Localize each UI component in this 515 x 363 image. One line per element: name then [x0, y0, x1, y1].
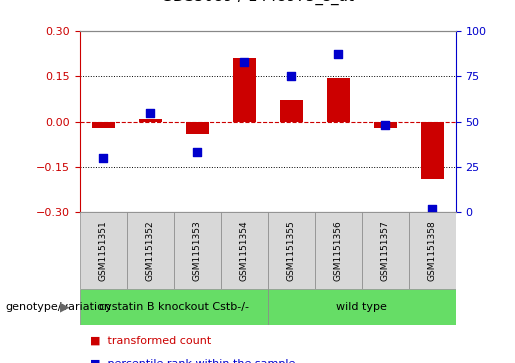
- Point: [193, 150, 201, 155]
- Bar: [373, 122, 397, 128]
- Text: GSM1151353: GSM1151353: [193, 220, 202, 281]
- Text: genotype/variation: genotype/variation: [5, 302, 111, 312]
- Bar: [174, 212, 221, 289]
- Text: GSM1151354: GSM1151354: [240, 220, 249, 281]
- Bar: [233, 58, 256, 122]
- Bar: [268, 289, 456, 325]
- Text: ■  percentile rank within the sample: ■ percentile rank within the sample: [90, 359, 296, 363]
- Text: GSM1151352: GSM1151352: [146, 220, 155, 281]
- Point: [287, 73, 296, 79]
- Bar: [185, 122, 209, 134]
- Text: GSM1151351: GSM1151351: [99, 220, 108, 281]
- Bar: [92, 122, 115, 128]
- Bar: [280, 101, 303, 122]
- Text: GSM1151358: GSM1151358: [428, 220, 437, 281]
- Bar: [327, 78, 350, 122]
- Point: [334, 52, 342, 57]
- Point: [428, 206, 436, 212]
- Bar: [421, 122, 444, 179]
- Text: cystatin B knockout Cstb-/-: cystatin B knockout Cstb-/-: [99, 302, 249, 312]
- Bar: [221, 212, 268, 289]
- Bar: [362, 212, 409, 289]
- Point: [381, 122, 389, 128]
- Point: [240, 59, 248, 65]
- Text: ■  transformed count: ■ transformed count: [90, 336, 211, 346]
- Bar: [127, 212, 174, 289]
- Bar: [139, 119, 162, 122]
- Text: GDS5089 / 1448975_s_at: GDS5089 / 1448975_s_at: [161, 0, 354, 5]
- Point: [99, 155, 108, 161]
- Text: ▶: ▶: [60, 300, 70, 313]
- Bar: [315, 212, 362, 289]
- Text: GSM1151355: GSM1151355: [287, 220, 296, 281]
- Text: GSM1151356: GSM1151356: [334, 220, 343, 281]
- Point: [146, 110, 154, 115]
- Text: wild type: wild type: [336, 302, 387, 312]
- Text: GSM1151357: GSM1151357: [381, 220, 390, 281]
- Bar: [268, 212, 315, 289]
- Bar: [80, 289, 268, 325]
- Bar: [80, 212, 127, 289]
- Bar: [409, 212, 456, 289]
